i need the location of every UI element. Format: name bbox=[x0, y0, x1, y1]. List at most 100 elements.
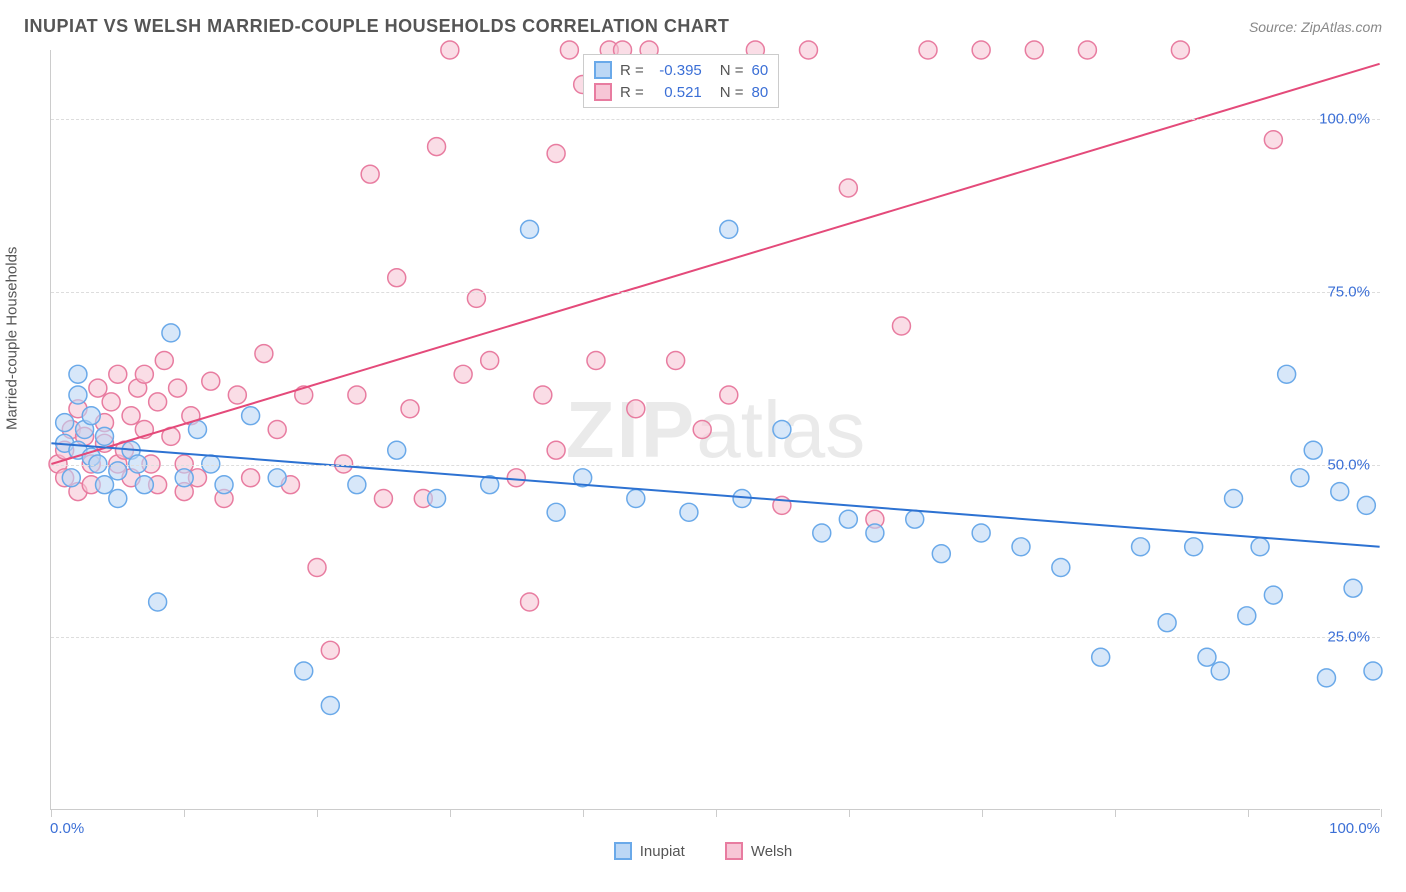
scatter-point bbox=[1291, 469, 1309, 487]
scatter-point bbox=[547, 503, 565, 521]
x-tick bbox=[982, 809, 983, 817]
scatter-point bbox=[175, 469, 193, 487]
scatter-point bbox=[587, 352, 605, 370]
plot-area: ZIPatlas R =-0.395N =60R =0.521N =80 25.… bbox=[50, 50, 1380, 810]
scatter-point bbox=[521, 220, 539, 238]
scatter-point bbox=[481, 352, 499, 370]
scatter-point bbox=[188, 421, 206, 439]
scatter-point bbox=[441, 41, 459, 59]
scatter-point bbox=[1052, 559, 1070, 577]
bottom-legend-item: Welsh bbox=[725, 842, 792, 860]
scatter-svg bbox=[51, 50, 1380, 809]
x-max-label: 100.0% bbox=[1329, 820, 1380, 837]
stat-n-value: 80 bbox=[752, 84, 769, 101]
legend-swatch bbox=[725, 842, 743, 860]
y-axis-title: Married-couple Households bbox=[4, 247, 21, 430]
scatter-point bbox=[268, 469, 286, 487]
scatter-point bbox=[155, 352, 173, 370]
scatter-point bbox=[1225, 490, 1243, 508]
scatter-point bbox=[454, 365, 472, 383]
scatter-point bbox=[1132, 538, 1150, 556]
scatter-point bbox=[308, 559, 326, 577]
scatter-point bbox=[507, 469, 525, 487]
x-tick bbox=[1115, 809, 1116, 817]
stat-r-label: R = bbox=[620, 84, 644, 101]
scatter-point bbox=[534, 386, 552, 404]
scatter-point bbox=[866, 524, 884, 542]
scatter-point bbox=[215, 476, 233, 494]
scatter-point bbox=[1198, 648, 1216, 666]
scatter-point bbox=[401, 400, 419, 418]
legend-stats-row: R =0.521N =80 bbox=[594, 81, 768, 103]
trendline bbox=[51, 443, 1379, 547]
chart-container: INUPIAT VS WELSH MARRIED-COUPLE HOUSEHOL… bbox=[0, 0, 1406, 892]
scatter-point bbox=[109, 490, 127, 508]
x-tick bbox=[51, 809, 52, 817]
scatter-point bbox=[268, 421, 286, 439]
scatter-point bbox=[255, 345, 273, 363]
scatter-point bbox=[1185, 538, 1203, 556]
scatter-point bbox=[720, 220, 738, 238]
scatter-point bbox=[242, 407, 260, 425]
scatter-point bbox=[547, 145, 565, 163]
scatter-point bbox=[321, 641, 339, 659]
scatter-point bbox=[89, 379, 107, 397]
scatter-point bbox=[521, 593, 539, 611]
scatter-point bbox=[169, 379, 187, 397]
gridline-h bbox=[51, 465, 1380, 466]
legend-swatch bbox=[594, 61, 612, 79]
scatter-point bbox=[82, 407, 100, 425]
scatter-point bbox=[1171, 41, 1189, 59]
scatter-point bbox=[348, 476, 366, 494]
scatter-point bbox=[1318, 669, 1336, 687]
scatter-point bbox=[428, 490, 446, 508]
scatter-point bbox=[1092, 648, 1110, 666]
scatter-point bbox=[1304, 441, 1322, 459]
x-tick bbox=[583, 809, 584, 817]
scatter-point bbox=[388, 269, 406, 287]
scatter-point bbox=[69, 365, 87, 383]
bottom-legend-item: Inupiat bbox=[614, 842, 685, 860]
x-axis-labels: 0.0% 100.0% bbox=[50, 820, 1380, 837]
y-tick-label: 25.0% bbox=[1327, 629, 1370, 646]
scatter-point bbox=[919, 41, 937, 59]
scatter-point bbox=[122, 407, 140, 425]
scatter-point bbox=[242, 469, 260, 487]
stat-r-value: 0.521 bbox=[652, 84, 702, 101]
scatter-point bbox=[1278, 365, 1296, 383]
x-tick bbox=[716, 809, 717, 817]
x-tick bbox=[184, 809, 185, 817]
scatter-point bbox=[135, 365, 153, 383]
legend-stats-row: R =-0.395N =60 bbox=[594, 59, 768, 81]
scatter-point bbox=[62, 469, 80, 487]
scatter-point bbox=[1344, 579, 1362, 597]
scatter-point bbox=[228, 386, 246, 404]
x-tick bbox=[1248, 809, 1249, 817]
scatter-point bbox=[892, 317, 910, 335]
scatter-point bbox=[109, 365, 127, 383]
trendline bbox=[51, 64, 1379, 464]
legend-label: Inupiat bbox=[640, 843, 685, 860]
scatter-point bbox=[1357, 496, 1375, 514]
scatter-point bbox=[149, 593, 167, 611]
x-tick bbox=[849, 809, 850, 817]
x-tick bbox=[450, 809, 451, 817]
scatter-point bbox=[547, 441, 565, 459]
scatter-point bbox=[1211, 662, 1229, 680]
scatter-point bbox=[202, 372, 220, 390]
y-tick-label: 75.0% bbox=[1327, 283, 1370, 300]
scatter-point bbox=[374, 490, 392, 508]
source-attribution: Source: ZipAtlas.com bbox=[1249, 19, 1382, 35]
legend-swatch bbox=[614, 842, 632, 860]
scatter-point bbox=[839, 510, 857, 528]
x-tick bbox=[1381, 809, 1382, 817]
scatter-point bbox=[428, 138, 446, 156]
scatter-point bbox=[56, 414, 74, 432]
scatter-point bbox=[1251, 538, 1269, 556]
y-tick-label: 50.0% bbox=[1327, 456, 1370, 473]
scatter-point bbox=[773, 421, 791, 439]
scatter-point bbox=[295, 662, 313, 680]
legend-label: Welsh bbox=[751, 843, 792, 860]
header-row: INUPIAT VS WELSH MARRIED-COUPLE HOUSEHOL… bbox=[24, 16, 1382, 37]
scatter-point bbox=[361, 165, 379, 183]
